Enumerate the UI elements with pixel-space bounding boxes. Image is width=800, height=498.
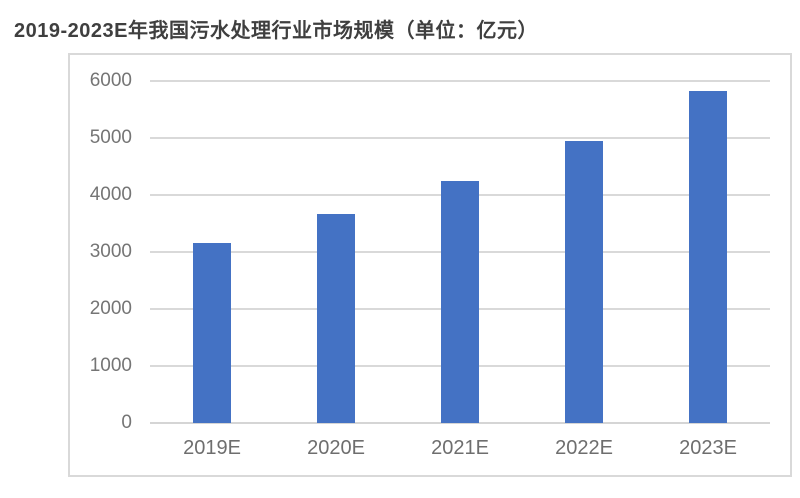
plot-area xyxy=(150,80,770,424)
x-axis-label-2021E: 2021E xyxy=(431,437,489,459)
page-title: 2019-2023E年我国污水处理行业市场规模（单位：亿元） xyxy=(14,20,538,42)
y-tick-label: 4000 xyxy=(89,184,132,205)
bar-2020E xyxy=(317,214,355,423)
x-axis-label-2019E: 2019E xyxy=(183,437,241,459)
y-tick-label: 2000 xyxy=(89,298,132,319)
bar-2023E xyxy=(689,91,727,423)
y-tick-label: 5000 xyxy=(89,127,132,148)
gridline xyxy=(150,80,770,82)
bar-2021E xyxy=(441,180,479,423)
x-axis-label-2022E: 2022E xyxy=(555,437,613,459)
x-axis-baseline xyxy=(150,422,770,424)
y-tick-label: 6000 xyxy=(89,70,132,91)
bar-2022E xyxy=(565,140,603,423)
y-tick-label: 1000 xyxy=(89,355,132,376)
x-axis-label-2023E: 2023E xyxy=(679,437,737,459)
gridline xyxy=(150,137,770,139)
y-tick-label: 0 xyxy=(121,412,132,433)
x-axis-label-2020E: 2020E xyxy=(307,437,365,459)
bar-2019E xyxy=(193,243,231,423)
y-tick-label: 3000 xyxy=(89,241,132,262)
chart-frame: 0 1000 2000 3000 4000 5000 6000 2019E 2020E 2021E… xyxy=(68,53,792,477)
